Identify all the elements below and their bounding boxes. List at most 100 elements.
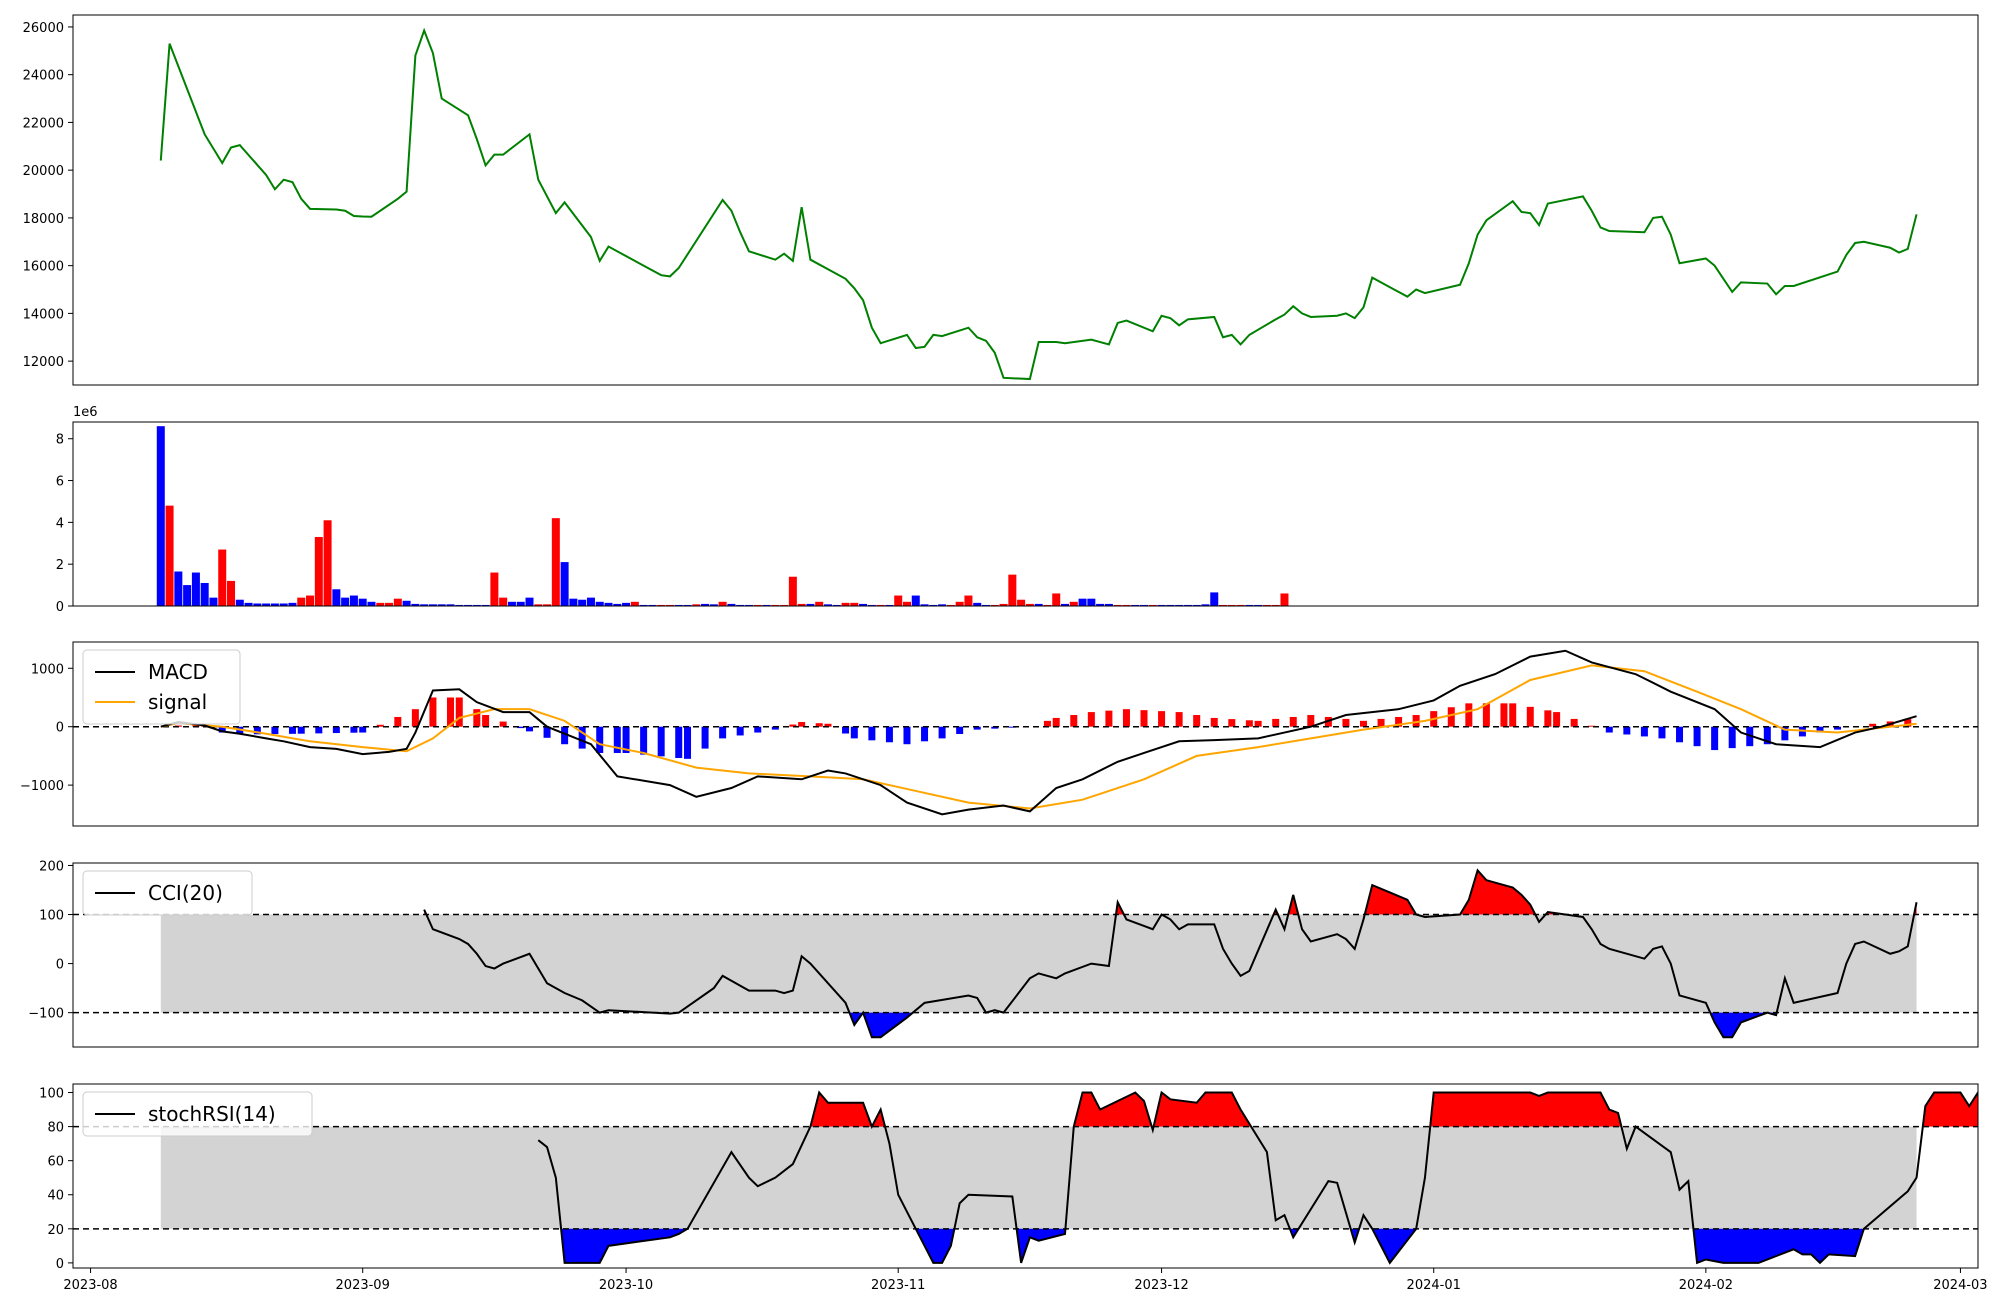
volume-bar (1034, 603, 1043, 606)
macd-histogram-bar (921, 726, 929, 742)
macd-histogram-bar (754, 726, 762, 733)
volume-bar (701, 603, 710, 606)
macd-histogram-bar (253, 726, 261, 735)
volume-bar (437, 604, 446, 606)
macd-histogram-bar (578, 726, 586, 749)
macd-histogram-bar (394, 716, 402, 727)
macd-histogram-bar (657, 726, 665, 757)
volume-bar (1017, 599, 1026, 606)
volume-bar (1069, 601, 1078, 606)
volume-bar (657, 604, 666, 606)
macd-histogram-bar (684, 726, 692, 759)
cci-panel: −100 0 100 200 CCI(20) (28, 859, 1979, 1048)
y-tick-label: 18000 (23, 212, 64, 227)
overbought-fill (1430, 1092, 1622, 1127)
y-tick-label: 40 (47, 1189, 64, 1204)
macd-histogram-bar (1447, 707, 1455, 727)
macd-histogram-bar (561, 726, 569, 745)
x-tick-label: 2024-01 (1407, 1278, 1461, 1293)
macd-histogram-bar (1140, 710, 1148, 727)
volume-bar (235, 599, 244, 606)
volume-bar (780, 604, 789, 606)
volume-bar (569, 598, 578, 606)
volume-bar (1061, 603, 1070, 606)
volume-bar (902, 601, 911, 606)
stochrsi-panel: 0 20 40 60 80 100 stochRSI(14) (39, 1083, 1979, 1272)
volume-bar (490, 572, 499, 606)
volume-bar (859, 603, 868, 606)
volume-bar (314, 537, 323, 606)
volume-bar (1157, 604, 1166, 606)
volume-bar (349, 595, 358, 606)
volume-bar (376, 602, 385, 606)
volume-bar (1043, 604, 1052, 606)
volume-bar (165, 505, 174, 606)
volume-bar (955, 601, 964, 606)
y-tick-label: 0 (56, 1257, 64, 1272)
volume-bar (367, 601, 376, 606)
volume-bar (174, 571, 183, 606)
macd-histogram-bar (446, 697, 454, 727)
volume-bar (788, 576, 797, 606)
volume-bar (183, 585, 192, 606)
volume-bar (191, 572, 200, 606)
stochrsi-line (537, 1090, 1978, 1265)
macd-histogram-bar (1052, 717, 1060, 727)
macd-histogram-bar (1254, 720, 1262, 727)
volume-bar (990, 604, 999, 606)
volume-bar (832, 604, 841, 606)
macd-histogram-bar (1693, 726, 1701, 747)
volume-bar (1131, 604, 1140, 606)
volume-bar (411, 603, 420, 606)
volume-bar (358, 598, 367, 606)
overbought-fill (810, 1092, 872, 1127)
macd-histogram-bar (1781, 726, 1789, 741)
macd-line (160, 649, 1917, 816)
volume-bar (595, 601, 604, 606)
volume-bar (999, 603, 1008, 606)
volume-bar (648, 604, 657, 606)
axes-frame (72, 641, 1979, 827)
axes-frame (72, 1083, 1979, 1269)
volume-bar (1140, 604, 1149, 606)
macd-histogram-bar (1640, 726, 1648, 737)
x-tick-label: 2024-03 (1933, 1278, 1987, 1293)
macd-histogram-bar (1728, 726, 1736, 749)
macd-histogram-bar (1307, 715, 1315, 727)
volume-bar (253, 603, 262, 606)
volume-bar (604, 602, 613, 606)
macd-histogram-bar (1228, 719, 1236, 727)
volume-bar (1236, 604, 1245, 606)
y-tick-label: 20 (47, 1223, 64, 1238)
volume-bar (1087, 598, 1096, 606)
macd-histogram-bar (271, 726, 279, 735)
cci-line (423, 868, 1918, 1039)
y-tick-label: 1000 (31, 662, 64, 677)
volume-bar (1262, 604, 1271, 606)
macd-histogram-bar (868, 726, 876, 741)
y-tick-label: −100 (28, 1007, 64, 1022)
macd-histogram-bar (1193, 715, 1201, 727)
volume-bar (262, 603, 271, 606)
macd-histogram-bar (850, 726, 858, 739)
volume-bar (683, 604, 692, 606)
y-tick-label: 100 (39, 1087, 64, 1102)
volume-bar (534, 604, 543, 606)
y-tick-label: 20000 (23, 164, 64, 179)
macd-histogram-bar (1482, 703, 1490, 727)
macd-histogram-bar (1834, 726, 1842, 730)
volume-bar (938, 604, 947, 606)
volume-bar (464, 604, 473, 606)
volume-bar (332, 589, 341, 606)
macd-histogram-bar (640, 726, 648, 755)
macd-histogram-bar (1763, 726, 1771, 745)
oversold-fill (1693, 1228, 1864, 1263)
volume-bar (200, 583, 209, 606)
volume-bar (1201, 604, 1210, 606)
volume-panel: 0 2 4 6 8 1e6 (56, 405, 1979, 615)
volume-bar (797, 603, 806, 606)
macd-histogram-bar (288, 726, 296, 734)
macd-histogram-bar (622, 726, 630, 753)
volume-bar (428, 604, 437, 606)
